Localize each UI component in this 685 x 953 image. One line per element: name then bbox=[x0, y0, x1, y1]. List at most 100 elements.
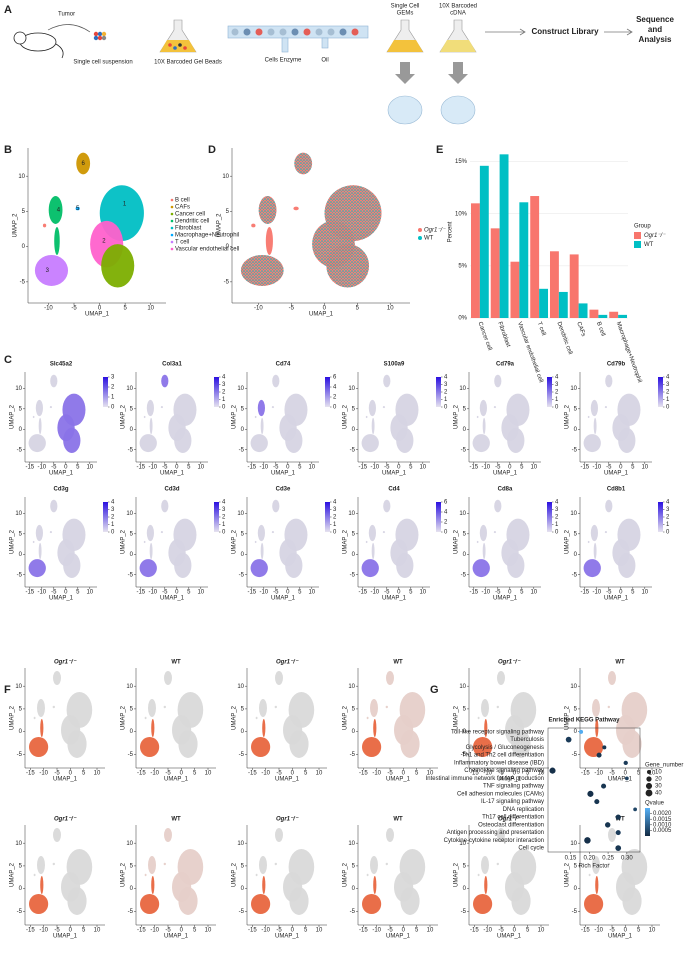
gene-title: Cd4 bbox=[388, 487, 400, 493]
cell-cloud bbox=[254, 540, 257, 544]
y-tick-label: 10 bbox=[459, 511, 466, 517]
y-axis-label: UMAP_2 bbox=[454, 404, 460, 429]
panel-label: G bbox=[430, 684, 439, 696]
y-tick-label: 5 bbox=[574, 531, 578, 537]
y-axis-label: UMAP_2 bbox=[10, 705, 16, 730]
y-tick-label: 10 bbox=[348, 841, 355, 847]
x-tick-label: -10 bbox=[370, 465, 379, 471]
cell-cloud bbox=[479, 524, 487, 542]
x-tick-label: 5 bbox=[187, 465, 191, 471]
x-tick-label: 0 bbox=[64, 590, 68, 596]
legend-swatch bbox=[170, 247, 174, 251]
x-tick-label: 10 bbox=[538, 928, 545, 934]
mouse-tail bbox=[55, 43, 64, 59]
y-tick-label: 5 bbox=[574, 406, 578, 412]
legend-label: T cell bbox=[175, 240, 189, 246]
legend-label: WT bbox=[644, 242, 654, 248]
cell-cloud bbox=[161, 499, 169, 513]
bar bbox=[490, 228, 500, 318]
workflow-label: Sequence bbox=[636, 15, 674, 24]
x-tick-label: 10 bbox=[641, 590, 648, 596]
cell-cloud bbox=[48, 196, 63, 224]
x-tick-label: 0.15 bbox=[565, 856, 577, 862]
x-axis-label: UMAP_1 bbox=[49, 596, 74, 602]
y-axis-label: UMAP_2 bbox=[232, 705, 238, 730]
x-tick-label: 0.30 bbox=[621, 856, 633, 862]
cell-cloud bbox=[251, 223, 256, 228]
cell-cloud bbox=[101, 244, 135, 288]
cell-cloud bbox=[385, 705, 388, 709]
x-tick-label: -15 bbox=[469, 590, 478, 596]
workflow-label: Oil bbox=[321, 58, 328, 64]
cell-cloud bbox=[477, 716, 480, 720]
x-tick-label: 10 bbox=[649, 771, 656, 777]
cell-icon bbox=[97, 35, 103, 41]
legend-label: 40 bbox=[655, 791, 662, 797]
cell-icon bbox=[93, 31, 99, 37]
legend-swatch bbox=[170, 219, 174, 223]
cell-cloud bbox=[28, 434, 46, 453]
cell-cloud bbox=[272, 374, 280, 388]
colorbar-label: 1 bbox=[333, 522, 337, 528]
x-tick-label: -5 bbox=[498, 771, 504, 777]
y-axis-label: UMAP_2 bbox=[454, 862, 460, 887]
cell-cloud bbox=[174, 552, 192, 579]
colorbar bbox=[103, 377, 108, 407]
y-tick-label: -5 bbox=[572, 572, 578, 578]
x-tick-label: -10 bbox=[254, 306, 263, 312]
x-tick-label: 0 bbox=[69, 928, 73, 934]
cell-cloud bbox=[38, 542, 42, 560]
chip-channel bbox=[281, 37, 289, 53]
x-tick-label: -5 bbox=[71, 306, 77, 312]
x-tick-label: 5 bbox=[637, 928, 641, 934]
y-tick-label: 0 bbox=[574, 886, 578, 892]
bar bbox=[519, 202, 529, 318]
flask-liquid bbox=[440, 40, 476, 52]
cell-cloud bbox=[160, 406, 163, 409]
y-tick-label: 5 bbox=[19, 406, 23, 412]
colorbar bbox=[645, 808, 650, 836]
cell-cloud bbox=[285, 552, 303, 579]
cell-cloud bbox=[386, 828, 394, 842]
legend-label: 20 bbox=[655, 777, 662, 783]
y-axis-label: UMAP_2 bbox=[10, 529, 16, 554]
y-tick-label: 5 bbox=[352, 531, 356, 537]
colorbar bbox=[214, 377, 219, 407]
x-tick-label: 10 bbox=[86, 465, 93, 471]
gene-title: S100a9 bbox=[384, 362, 405, 368]
x-tick-label: -15 bbox=[358, 590, 367, 596]
panel-title: WT bbox=[615, 817, 625, 823]
colorbar-label: 1 bbox=[444, 397, 448, 403]
cell-cloud bbox=[289, 887, 309, 915]
cell-cloud bbox=[590, 399, 599, 417]
y-tick-label: 0 bbox=[130, 427, 134, 433]
workflow-label: 10X Barcoded Gel Beads bbox=[154, 60, 222, 66]
x-tick-label: -10 bbox=[372, 771, 381, 777]
x-tick-label: 10 bbox=[641, 465, 648, 471]
x-tick-label: 5 bbox=[520, 465, 524, 471]
y-tick-label: 5 bbox=[463, 531, 467, 537]
x-tick-label: -10 bbox=[259, 465, 268, 471]
cell-cloud bbox=[472, 559, 490, 578]
x-tick-label: -5 bbox=[495, 590, 501, 596]
cell-cloud bbox=[386, 671, 394, 685]
x-tick-label: -15 bbox=[581, 928, 590, 934]
x-tick-label: 0 bbox=[397, 590, 401, 596]
x-tick-label: 10 bbox=[538, 771, 545, 777]
y-tick-label: 0 bbox=[22, 244, 26, 250]
x-tick-label: -5 bbox=[609, 928, 615, 934]
y-tick-label: -5 bbox=[572, 909, 578, 915]
workflow-label: GEMs bbox=[397, 11, 414, 17]
y-tick-label: 10 bbox=[459, 386, 466, 392]
x-tick-label: 5 bbox=[304, 771, 308, 777]
cell-cloud bbox=[35, 524, 44, 542]
x-tick-label: -15 bbox=[469, 465, 478, 471]
cell-cloud bbox=[479, 399, 487, 417]
bar bbox=[510, 261, 520, 318]
legend-swatch bbox=[170, 233, 174, 237]
bar bbox=[609, 311, 619, 318]
cell-cloud bbox=[476, 540, 479, 544]
y-tick-label: Inflammatory bowel disease (IBD) bbox=[454, 760, 544, 766]
cell-cloud bbox=[366, 716, 369, 720]
cell-cloud bbox=[383, 374, 391, 388]
